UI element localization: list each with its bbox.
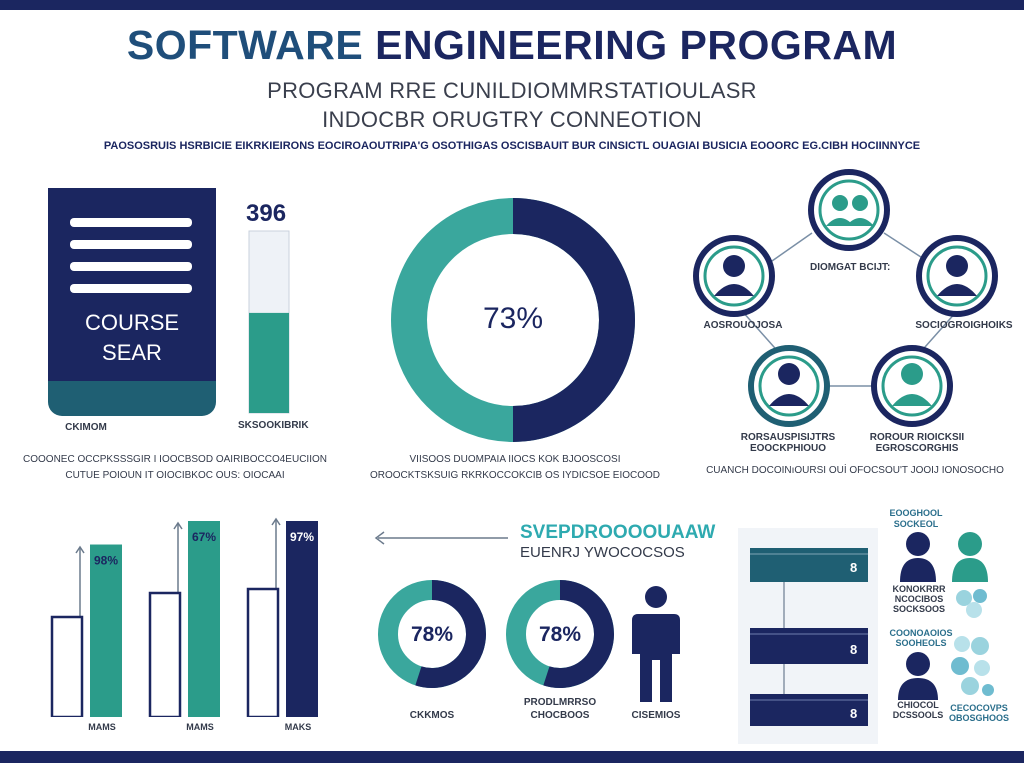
small-donut-2-caption-1: PRODLMRRSO — [523, 697, 597, 708]
book-desc-line-2: CUTUE POIOUN IT OIOCIBKOC OUS: OIOCAAI — [65, 470, 285, 481]
small-donut-2-segment — [543, 580, 614, 688]
network-node-bottom-left — [748, 345, 830, 427]
right-bottom-cluster-label-1: CECOCOVPS — [950, 703, 1008, 713]
bar-filled-1 — [90, 544, 122, 717]
book-line-4 — [70, 284, 192, 293]
gauge-under-label: SKSOOKIBRIK — [238, 420, 309, 431]
right-bottom-label-1: CHIOCOL — [897, 700, 939, 710]
people-pair-icon — [900, 532, 988, 582]
network-node-bottom-right — [871, 345, 953, 427]
right-top-label-1: EOOGHOOL — [889, 508, 943, 518]
bottom-band — [0, 751, 1024, 763]
main-donut-value: 73% — [483, 302, 543, 335]
network-node-top — [808, 169, 890, 251]
main-donut-chart: 73% — [391, 198, 635, 442]
bar-outline-2 — [148, 591, 182, 717]
bar-arrow-head-1 — [75, 545, 85, 554]
bar-filled-3 — [286, 521, 318, 717]
bar-x-label-1: MAMS — [88, 722, 116, 732]
bar-outline-1 — [50, 615, 84, 717]
person-caption: CISEMIOS — [631, 710, 681, 721]
cluster-icon-top — [956, 589, 987, 618]
book-label-1: COURSE — [85, 310, 179, 335]
bar-x-label-2: MAMS — [186, 722, 214, 732]
right-cluster-label-1: COONOAOIOS — [889, 628, 953, 638]
bar-value-label-1: 98% — [94, 554, 118, 568]
network-center-label: DIOMGAT BCIJT: — [810, 262, 891, 273]
header-caption: PAOSOSRUIS HSRBICIE EIKRKIEIRONS EOCIROA… — [103, 140, 921, 152]
flow-row-3: 8 — [750, 694, 868, 726]
middle-heading-2: EUENRJ YWOCOCSOS — [520, 544, 685, 561]
right-cluster-label-2: SOOHEOLS — [895, 638, 947, 648]
subtitle-line-1: PROGRAM RRE CUNILDIOMMRSTATIOULASR — [267, 78, 757, 103]
bar-outline-3 — [246, 587, 280, 717]
small-donut-1-segment — [415, 580, 486, 688]
right-top-label-2: SOCKEOL — [893, 519, 939, 529]
flow-row-3-label: 8 — [850, 706, 857, 721]
small-donut-2-caption-2: CHOCBOOS — [530, 710, 590, 721]
main-donut-segment-navy — [512, 198, 635, 442]
main-donut-desc-1: VIISOOS DUOMPAIA IIOCS KOK BJOOSCOSI — [409, 454, 621, 465]
network-label-right: SOCIOGROIGHOIKS — [915, 320, 1013, 331]
bar-arrow-head-2 — [173, 521, 183, 530]
right-mid-label-1: KONOKRRR — [892, 584, 946, 594]
book-label-2: SEAR — [102, 340, 162, 365]
network-label-left: AOSROUOJOSA — [703, 320, 783, 331]
bar-chart: 98% 67% 97% — [50, 517, 318, 717]
cluster-icon-bottom — [951, 636, 994, 696]
bar-filled-2 — [188, 521, 220, 717]
right-mid-label-2: NCOCIBOS — [894, 594, 944, 604]
small-donut-2-value: 78% — [539, 623, 581, 646]
book-desc-line-1: COOONEC OCCPKSSSGIR I IOOCBSOD OAIRIBOCC… — [23, 454, 327, 465]
bar-value-label-2: 67% — [192, 530, 216, 544]
network-link-1 — [771, 232, 813, 262]
network-diagram — [693, 169, 998, 427]
subtitle-line-2: INDOCBR ORUGTRY CONNEOTION — [322, 107, 702, 132]
right-bottom-label-2: DCSSOOLS — [892, 710, 944, 720]
gauge-fill — [249, 312, 289, 413]
main-donut-desc-2: OROOCKTSKSUIG RKRKOCCOKCIB OS IYDICSOE E… — [369, 470, 661, 481]
network-label-bottom-left: RORSAUSPISIJTRS EOOCKPHIOUO — [740, 432, 836, 454]
flow-row-2-label: 8 — [850, 642, 857, 657]
page-title: SOFTWARE ENGINEERING PROGRAM — [0, 22, 1024, 69]
bar-x-label-3: MAKS — [284, 722, 312, 732]
book-line-3 — [70, 262, 192, 271]
bar-value-label-3: 97% — [290, 530, 314, 544]
middle-heading-1: SVEPDROOOOUAAW — [520, 522, 716, 543]
network-node-right — [916, 235, 998, 317]
network-label-bottom-right: ROROUR RIOICKSII EGROSCORGHIS — [869, 432, 965, 454]
person-bottom-icon — [898, 652, 938, 700]
small-donut-1-caption: CKKMOS — [409, 710, 455, 721]
small-donut-1-value: 78% — [411, 623, 453, 646]
small-donut-2: 78% — [506, 580, 614, 688]
vertical-gauge — [248, 230, 290, 414]
network-link-2 — [883, 232, 928, 262]
gauge-value-label: 396 — [246, 200, 287, 227]
network-footer: CUANCH DOCOINıOURSI OUİ OFOCSOU'T JOOIJ … — [706, 465, 1004, 476]
book-spine-band — [48, 381, 216, 400]
book-line-1 — [70, 218, 192, 227]
book-line-2 — [70, 240, 192, 249]
person-icon — [632, 586, 680, 702]
flow-row-2: 8 — [750, 628, 868, 664]
back-arrow-icon — [374, 531, 508, 545]
bar-arrow-head-3 — [271, 517, 281, 526]
network-node-left — [693, 235, 775, 317]
right-bottom-cluster-label-2: OBOSGHOOS — [948, 713, 1009, 723]
small-donut-1: 78% — [378, 580, 486, 688]
title-part-1: SOFTWARE — [126, 22, 364, 68]
title-part-2: ENGINEERING PROGRAM — [375, 22, 898, 68]
book-under-label: CKIMOM — [65, 422, 107, 433]
top-band — [0, 0, 1024, 10]
flow-row-1: 8 — [750, 548, 868, 582]
right-mid-label-3: SOCKSOOS — [892, 604, 945, 614]
flow-row-1-label: 8 — [850, 560, 857, 575]
course-book-icon: COURSE SEAR — [48, 188, 216, 416]
flow-panel: 8 8 8 — [738, 528, 878, 744]
